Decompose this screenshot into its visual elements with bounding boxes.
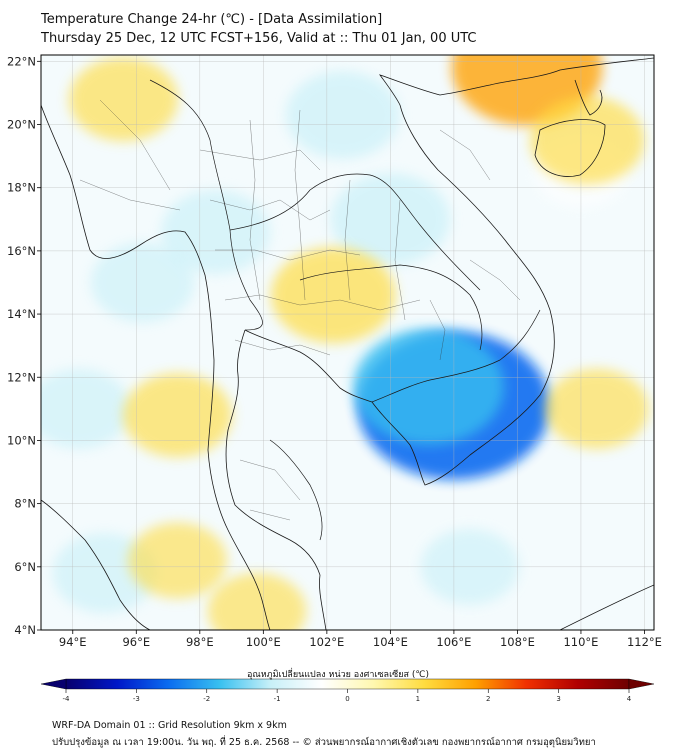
colorbar-tick-label: 1 bbox=[416, 695, 420, 703]
colorbar-tick-label: 2 bbox=[486, 695, 490, 703]
anomaly-blob-6 bbox=[41, 368, 132, 449]
map-subtitle: Thursday 25 Dec, 12 UTC FCST+156, Valid … bbox=[41, 31, 477, 46]
update-credit: ปรับปรุงข้อมูล ณ เวลา 19:00น. วัน พฤ. ที… bbox=[52, 737, 596, 748]
lon-label: 102°E bbox=[309, 635, 344, 649]
lon-label: 98°E bbox=[186, 635, 214, 649]
anomaly-blob-3 bbox=[285, 71, 400, 160]
lat-label: 20°N bbox=[7, 118, 36, 132]
lat-label: 8°N bbox=[14, 497, 36, 511]
colorbar-tick-label: -4 bbox=[63, 695, 71, 703]
anomaly-blob-13 bbox=[122, 373, 233, 458]
map-frame bbox=[40, 54, 655, 631]
map-title: Temperature Change 24-hr (℃) - [Data Ass… bbox=[41, 12, 383, 27]
anomaly-blob-16 bbox=[128, 522, 227, 599]
lat-label: 12°N bbox=[7, 370, 36, 384]
colorbar-tick-label: -3 bbox=[133, 695, 140, 703]
country-borders bbox=[149, 79, 541, 541]
lon-label: 100°E bbox=[246, 635, 281, 649]
graticule bbox=[41, 55, 654, 630]
lat-label: 4°N bbox=[14, 623, 36, 637]
colorbar-tick-label: 3 bbox=[556, 695, 560, 703]
anomaly-blob-15 bbox=[544, 368, 649, 449]
latitude-labels: 22°N 20°N 18°N 16°N 14°N 12°N 10°N 8°N 6°N 4°N bbox=[7, 54, 41, 637]
colorbar-label: อุณหภูมิเปลี่ยนแปลง หน่วย องศาเซลเซียส (… bbox=[246, 670, 430, 680]
colorbar-min-arrow bbox=[40, 678, 67, 690]
colorbar-tick-label: 0 bbox=[345, 695, 349, 703]
lon-label: 106°E bbox=[436, 635, 471, 649]
longitude-labels: 94°E 96°E 98°E 100°E 102°E 104°E 106°E 108°E 110… bbox=[59, 630, 662, 649]
colorbar-max-arrow bbox=[628, 678, 655, 690]
lat-label: 22°N bbox=[7, 54, 36, 68]
lat-label: 6°N bbox=[14, 560, 36, 574]
colorbar: -4 -3 -2 -1 0 1 2 3 4 bbox=[40, 678, 655, 703]
colorbar-tick-label: -2 bbox=[203, 695, 210, 703]
model-info: WRF-DA Domain 01 :: Grid Resolution 9km … bbox=[52, 720, 287, 731]
anomaly-blob-10 bbox=[270, 247, 396, 344]
anomaly-field bbox=[41, 55, 649, 630]
anomaly-blob-14 bbox=[68, 57, 179, 142]
lat-label: 16°N bbox=[7, 244, 36, 258]
colorbar-tick-label: -1 bbox=[274, 695, 281, 703]
anomaly-blob-4 bbox=[161, 189, 271, 274]
lon-label: 110°E bbox=[563, 635, 598, 649]
lon-label: 104°E bbox=[373, 635, 408, 649]
colorbar-tick-label: 4 bbox=[627, 695, 632, 703]
coastline-outline bbox=[41, 57, 654, 630]
lat-label: 14°N bbox=[7, 307, 36, 321]
lon-label: 108°E bbox=[500, 635, 535, 649]
anomaly-blob-17 bbox=[207, 573, 307, 630]
province-lines bbox=[79, 99, 521, 521]
lat-label: 10°N bbox=[7, 433, 36, 447]
anomaly-blob-12 bbox=[530, 96, 645, 185]
lat-label: 18°N bbox=[7, 181, 36, 195]
lon-label: 96°E bbox=[122, 635, 150, 649]
map-area bbox=[41, 55, 654, 630]
anomaly-blob-5 bbox=[90, 242, 195, 323]
anomaly-blob-1 bbox=[353, 328, 504, 445]
lon-label: 94°E bbox=[59, 635, 87, 649]
colorbar-ticks: -4 -3 -2 -1 0 1 2 3 4 bbox=[63, 689, 632, 703]
lon-label: 112°E bbox=[627, 635, 662, 649]
